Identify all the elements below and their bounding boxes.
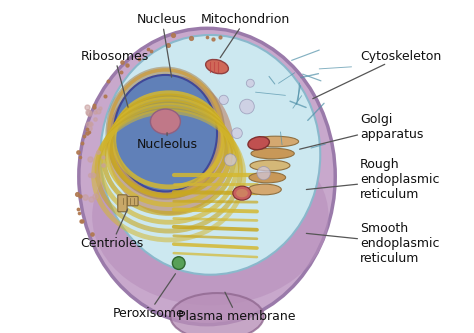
FancyBboxPatch shape: [121, 196, 138, 206]
Text: Golgi
apparatus: Golgi apparatus: [300, 113, 424, 149]
Text: Nucleolus: Nucleolus: [137, 133, 198, 152]
Ellipse shape: [240, 99, 255, 114]
Ellipse shape: [150, 109, 181, 134]
Text: Smooth
endoplasmic
reticulum: Smooth endoplasmic reticulum: [306, 221, 440, 265]
Text: Ribosomes: Ribosomes: [81, 50, 149, 107]
Ellipse shape: [105, 67, 225, 200]
Text: Centrioles: Centrioles: [81, 209, 144, 250]
Text: Cytoskeleton: Cytoskeleton: [313, 50, 441, 99]
Text: Nucleus: Nucleus: [137, 13, 187, 77]
Ellipse shape: [114, 75, 217, 191]
Ellipse shape: [92, 128, 328, 305]
Ellipse shape: [107, 75, 234, 215]
Text: Rough
endoplasmic
reticulum: Rough endoplasmic reticulum: [306, 158, 440, 201]
Ellipse shape: [249, 172, 286, 183]
Text: Peroxisome: Peroxisome: [113, 274, 185, 320]
Text: Mitochondrion: Mitochondrion: [201, 13, 290, 58]
Ellipse shape: [246, 79, 255, 87]
Ellipse shape: [232, 128, 242, 139]
Ellipse shape: [224, 154, 237, 166]
Ellipse shape: [251, 148, 294, 159]
Ellipse shape: [170, 293, 264, 333]
Ellipse shape: [252, 136, 299, 147]
Ellipse shape: [248, 137, 269, 150]
FancyBboxPatch shape: [118, 195, 127, 212]
Ellipse shape: [236, 189, 248, 197]
Ellipse shape: [233, 186, 251, 200]
Ellipse shape: [257, 166, 270, 180]
Ellipse shape: [100, 35, 320, 275]
Text: Plasma membrane: Plasma membrane: [178, 292, 296, 323]
Ellipse shape: [206, 60, 228, 74]
Ellipse shape: [248, 184, 281, 195]
Ellipse shape: [250, 160, 290, 171]
Ellipse shape: [219, 95, 228, 105]
Ellipse shape: [79, 28, 335, 325]
Ellipse shape: [173, 257, 185, 269]
